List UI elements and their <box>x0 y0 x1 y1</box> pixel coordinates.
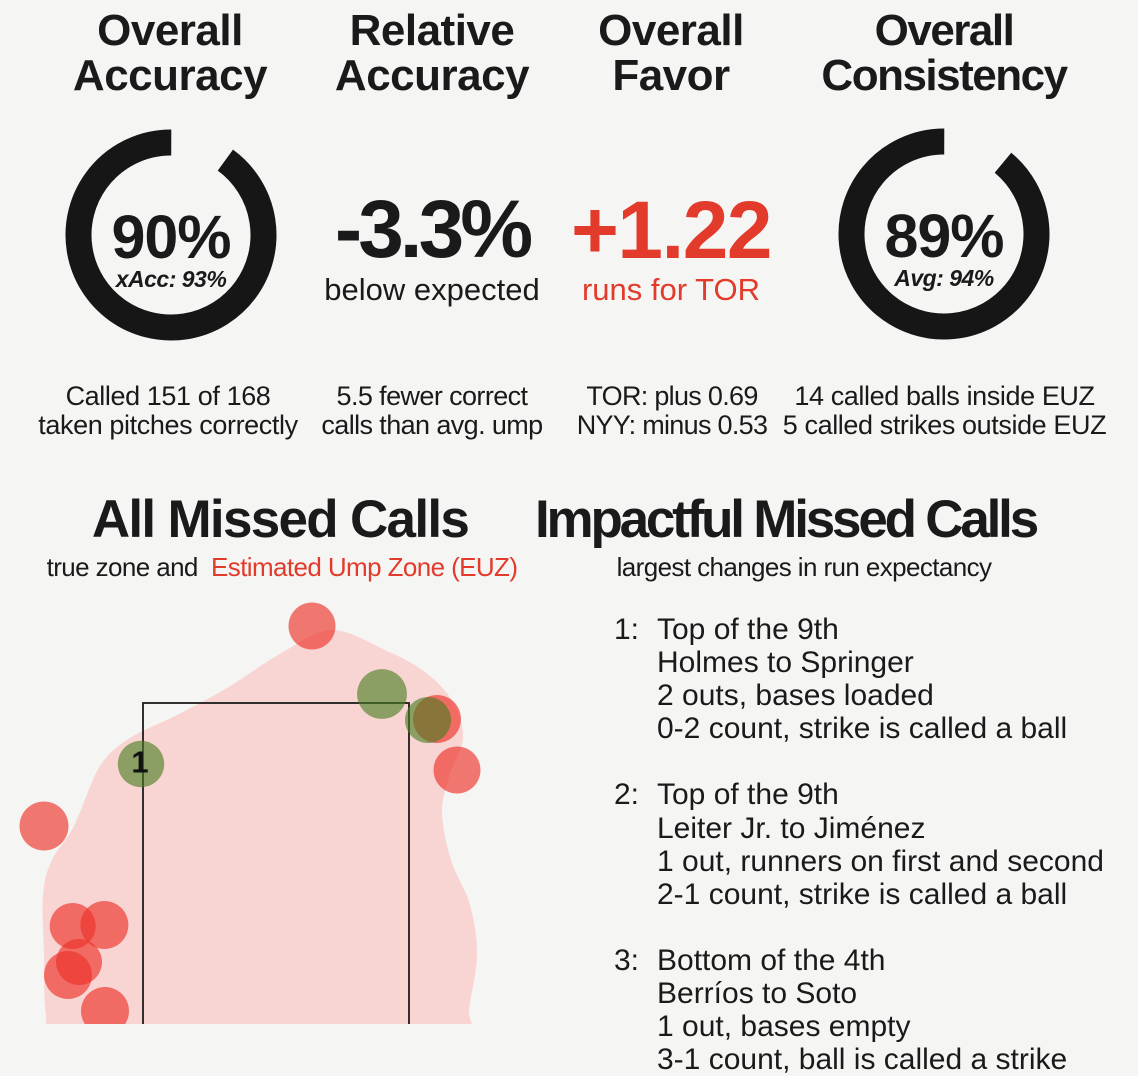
svg-text:1: 1 <box>131 745 148 780</box>
